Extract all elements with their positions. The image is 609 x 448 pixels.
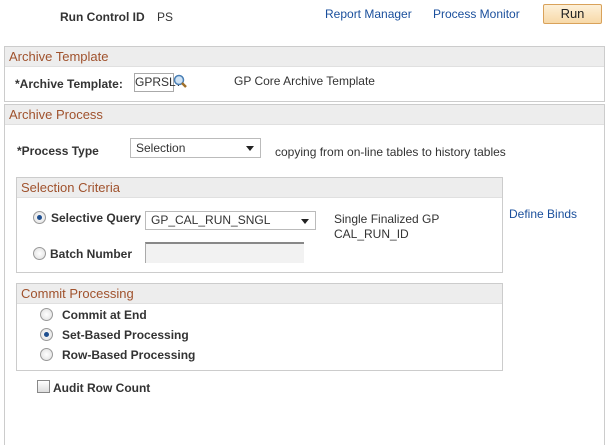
- chevron-down-icon: [301, 219, 309, 224]
- lookup-icon[interactable]: [173, 74, 187, 89]
- archive-template-input[interactable]: GPRSLT: [134, 73, 182, 92]
- set-based-processing-radio[interactable]: [40, 328, 53, 341]
- selective-query-radio[interactable]: [33, 211, 46, 224]
- process-monitor-link[interactable]: Process Monitor: [433, 7, 520, 21]
- process-type-description: copying from on-line tables to history t…: [275, 145, 506, 159]
- run-button[interactable]: Run: [543, 4, 602, 24]
- query-description-line2: CAL_RUN_ID: [334, 227, 409, 241]
- process-type-value: Selection: [136, 141, 186, 155]
- archive-template-section: Archive Template: [4, 46, 605, 102]
- section-title: Archive Template: [5, 47, 604, 67]
- batch-number-input[interactable]: [145, 242, 304, 263]
- query-description-line1: Single Finalized GP: [334, 212, 440, 226]
- archive-template-description: GP Core Archive Template: [234, 74, 375, 88]
- row-based-processing-label: Row-Based Processing: [62, 348, 196, 362]
- selective-query-value: GP_CAL_RUN_SNGL: [151, 213, 271, 227]
- commit-at-end-radio[interactable]: [40, 308, 53, 321]
- commit-at-end-label: Commit at End: [62, 308, 147, 322]
- selective-query-label: Selective Query: [51, 211, 142, 225]
- chevron-down-icon: [246, 146, 254, 151]
- define-binds-link[interactable]: Define Binds: [509, 207, 578, 221]
- archive-template-label: *Archive Template:: [15, 77, 123, 91]
- audit-row-count-checkbox[interactable]: [37, 380, 50, 393]
- batch-number-radio[interactable]: [33, 247, 46, 260]
- set-based-processing-label: Set-Based Processing: [62, 328, 189, 342]
- archive-process-section: Archive Process: [4, 104, 605, 445]
- report-manager-link[interactable]: Report Manager: [325, 7, 412, 21]
- section-title: Archive Process: [5, 105, 604, 125]
- section-title: Selection Criteria: [17, 178, 502, 198]
- process-type-select[interactable]: Selection: [130, 138, 261, 158]
- selective-query-select[interactable]: GP_CAL_RUN_SNGL: [145, 211, 316, 230]
- section-title: Commit Processing: [17, 284, 502, 304]
- audit-row-count-label: Audit Row Count: [53, 381, 151, 395]
- run-control-label: Run Control ID: [60, 10, 145, 24]
- commit-processing-section: Commit Processing: [16, 283, 503, 371]
- batch-number-label: Batch Number: [50, 247, 133, 261]
- run-control-value: PS: [157, 10, 174, 24]
- row-based-processing-radio[interactable]: [40, 348, 53, 361]
- process-type-label: *Process Type: [17, 144, 99, 158]
